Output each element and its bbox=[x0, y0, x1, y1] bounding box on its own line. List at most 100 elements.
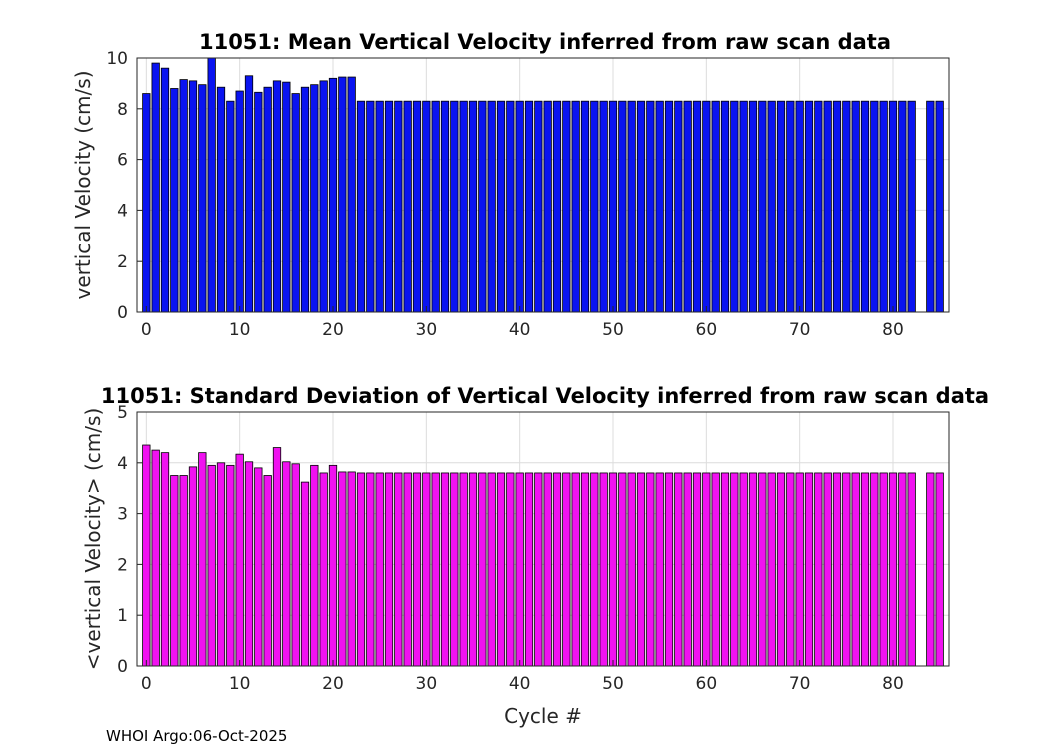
bar bbox=[683, 472, 692, 666]
bar bbox=[814, 472, 823, 666]
bar bbox=[356, 100, 366, 312]
y-tick-label: 6 bbox=[117, 151, 128, 171]
x-tick-label: 10 bbox=[229, 674, 251, 694]
bar bbox=[636, 472, 646, 666]
bar bbox=[151, 62, 160, 312]
bar bbox=[776, 100, 786, 312]
bar bbox=[758, 472, 767, 666]
bar bbox=[459, 100, 468, 312]
y-tick-label: 0 bbox=[117, 303, 128, 323]
bar bbox=[888, 100, 898, 312]
bar bbox=[198, 452, 207, 666]
bar bbox=[366, 472, 375, 666]
x-tick-label: 0 bbox=[141, 320, 152, 340]
bar bbox=[496, 472, 506, 666]
bar bbox=[198, 84, 207, 312]
bar bbox=[767, 472, 776, 666]
bar bbox=[608, 472, 618, 666]
bar bbox=[823, 100, 832, 312]
bar bbox=[422, 472, 431, 666]
bar bbox=[851, 472, 860, 666]
bar bbox=[282, 461, 291, 666]
bar bbox=[776, 472, 786, 666]
y-tick-label: 2 bbox=[117, 252, 128, 272]
bar bbox=[552, 100, 562, 312]
bar bbox=[272, 80, 282, 312]
x-tick-label: 80 bbox=[882, 320, 904, 340]
bar bbox=[786, 472, 795, 666]
bar bbox=[664, 100, 674, 312]
bar bbox=[599, 472, 608, 666]
bar bbox=[608, 100, 618, 312]
bar bbox=[338, 471, 347, 666]
bar bbox=[823, 472, 832, 666]
bar bbox=[216, 86, 226, 312]
bar bbox=[422, 100, 431, 312]
bar bbox=[646, 100, 655, 312]
bar bbox=[879, 472, 888, 666]
bar bbox=[758, 100, 767, 312]
bar bbox=[226, 100, 235, 312]
y-tick-label: 8 bbox=[117, 100, 128, 120]
bar bbox=[478, 100, 487, 312]
bar bbox=[142, 93, 151, 312]
x-tick-label: 70 bbox=[789, 320, 811, 340]
bar bbox=[683, 100, 692, 312]
x-tick-label: 20 bbox=[322, 320, 344, 340]
bar bbox=[599, 100, 608, 312]
bar bbox=[627, 472, 636, 666]
bar bbox=[879, 100, 888, 312]
bar bbox=[459, 472, 468, 666]
y-axis-label: <vertical Velocity> (cm/s) bbox=[81, 408, 105, 671]
x-tick-label: 30 bbox=[416, 320, 438, 340]
bar bbox=[328, 77, 338, 312]
bar bbox=[151, 449, 160, 666]
bar bbox=[702, 100, 711, 312]
y-tick-label: 4 bbox=[117, 454, 128, 474]
bar bbox=[356, 472, 366, 666]
bar bbox=[739, 100, 748, 312]
bar bbox=[674, 100, 683, 312]
bar bbox=[926, 100, 935, 312]
bar bbox=[254, 91, 263, 312]
bar bbox=[506, 472, 515, 666]
bar bbox=[244, 75, 254, 312]
bar bbox=[142, 444, 151, 666]
mean-velocity-chart: 11051: Mean Vertical Velocity inferred f… bbox=[71, 30, 950, 340]
x-tick-label: 20 bbox=[322, 674, 344, 694]
bar bbox=[702, 472, 711, 666]
bar bbox=[207, 464, 216, 666]
bar bbox=[366, 100, 375, 312]
bar bbox=[282, 81, 291, 312]
bar bbox=[450, 100, 459, 312]
bar bbox=[832, 472, 842, 666]
bar bbox=[375, 472, 384, 666]
bar bbox=[795, 472, 804, 666]
y-tick-label: 3 bbox=[117, 505, 128, 525]
axes-box bbox=[136, 411, 950, 667]
bar bbox=[730, 100, 739, 312]
bar bbox=[562, 472, 571, 666]
x-tick-label: 60 bbox=[696, 674, 718, 694]
bar bbox=[804, 100, 814, 312]
bar bbox=[739, 472, 748, 666]
bar bbox=[851, 100, 860, 312]
bar bbox=[179, 79, 188, 312]
y-tick-label: 0 bbox=[117, 657, 128, 677]
y-axis-label: vertical Velocity (cm/s) bbox=[71, 71, 95, 300]
bar bbox=[291, 463, 300, 666]
y-tick-label: 4 bbox=[117, 201, 128, 221]
bar bbox=[300, 481, 310, 666]
bar bbox=[543, 472, 552, 666]
bar bbox=[207, 58, 216, 312]
bar bbox=[160, 67, 170, 312]
bar bbox=[515, 100, 524, 312]
bar bbox=[692, 100, 702, 312]
bar bbox=[888, 472, 898, 666]
bar bbox=[272, 447, 282, 666]
bar bbox=[730, 472, 739, 666]
x-tick-label: 10 bbox=[229, 320, 251, 340]
bar bbox=[216, 462, 226, 666]
bar bbox=[655, 472, 664, 666]
x-tick-label: 40 bbox=[509, 674, 531, 694]
